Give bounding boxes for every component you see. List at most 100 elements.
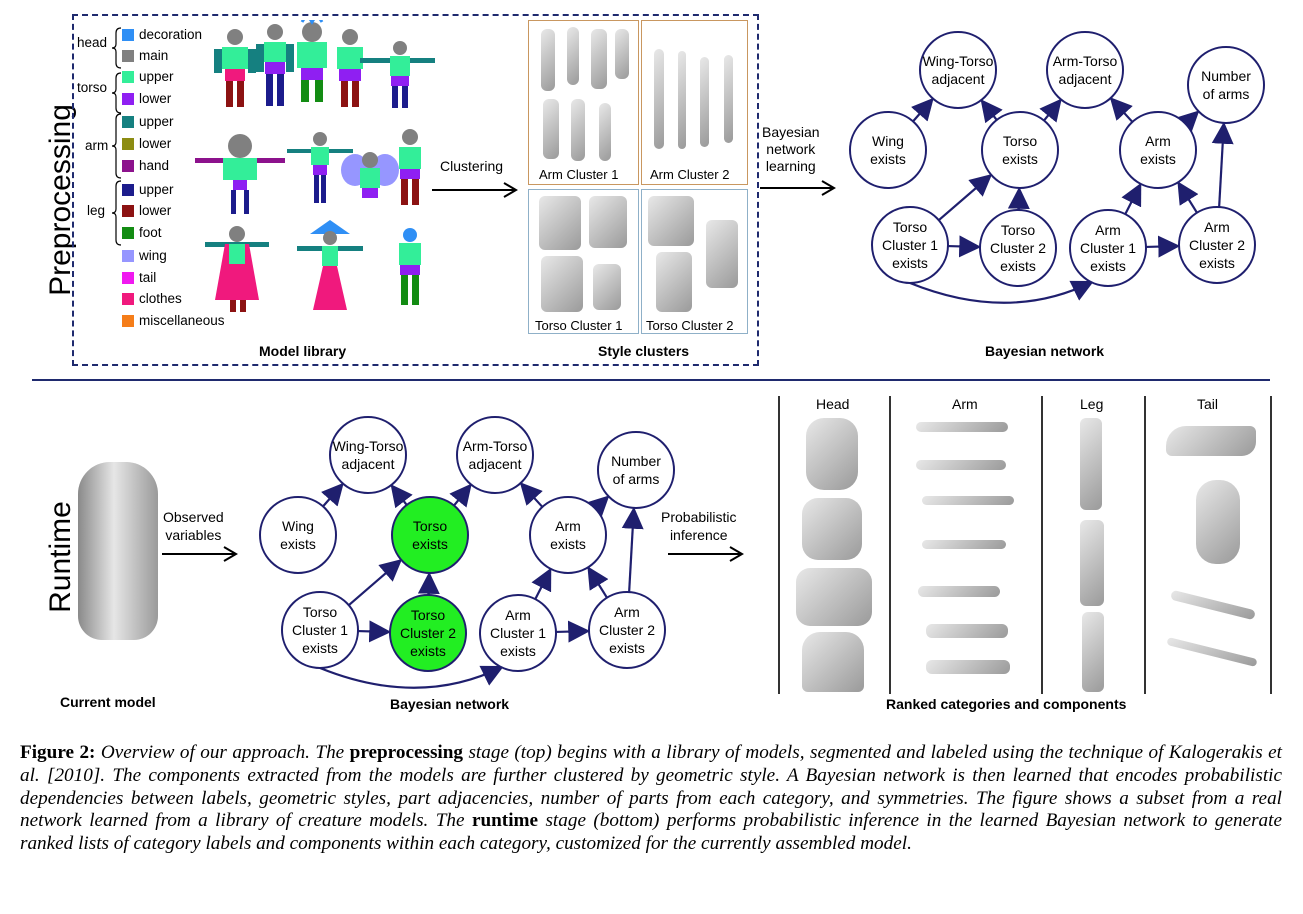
legend-swatch [122,292,134,305]
observed-variables-arrow [162,546,238,562]
tail-component [1166,426,1256,456]
network-node-label: exists [1199,255,1235,271]
network-node-label: Arm [555,518,581,534]
arm-shape [591,29,607,89]
arm-shape [571,99,585,161]
network-node-label: adjacent [342,456,395,472]
legend-label: lower [139,203,172,218]
legend-swatch [122,204,134,217]
network-node-label: Number [611,453,661,469]
caption-text-1: Overview of our approach. The [95,742,350,763]
network-edge [357,620,392,643]
network-node-arm_torso: Arm-Torso adjacent [1046,31,1124,109]
legend-group-head: head [77,35,108,50]
arm-component [926,624,1008,638]
tail-component [1170,589,1256,621]
network-edge [1145,235,1181,258]
network-node-label: Cluster 2 [990,240,1046,256]
legend-swatch [122,183,134,196]
network-node-label: exists [1000,258,1036,274]
network-node-label: Wing-Torso [333,438,404,454]
network-node-torso: Torso exists [981,111,1059,189]
observed-variables-label: Observed variables [163,508,224,544]
current-model-shape [78,462,158,640]
network-node-label: exists [1090,258,1126,274]
arm-component [918,586,1000,597]
bayesian-network-bottom: Wing-Torso adjacent Arm-Torso adjacent Numbe… [259,416,675,689]
network-edge [1121,182,1142,215]
network-edge [1039,98,1062,123]
arm-shape [700,57,709,147]
model-library-figures [195,20,435,312]
network-node-label: adjacent [932,71,985,87]
runtime-label: Runtime [43,501,77,613]
network-node-label: Torso [411,607,445,623]
network-node-label: Wing-Torso [923,53,994,69]
head-component [802,632,864,692]
network-node-ac1: Arm Cluster 1 exists [1069,209,1147,287]
network-edge [585,495,610,519]
network-node-label: Cluster 1 [490,625,546,641]
network-node-label: exists [870,151,906,167]
network-node-wing: Wing exists [849,111,927,189]
legend-item: foot [122,225,162,240]
legend-swatch [122,115,134,128]
arm-shape [678,51,686,149]
bayesian-network-bottom-caption: Bayesian network [390,696,510,712]
network-node-ac1: Arm Cluster 1 exists [479,594,557,672]
leg-component [1082,612,1104,692]
legend-swatch [122,271,134,284]
creature-row-2 [195,129,421,214]
arm-component [916,460,1006,470]
arm-component [922,540,1006,549]
network-node-torso: Torso exists [391,496,469,574]
column-tail: Tail [1197,396,1219,412]
network-node-tc2: Torso Cluster 2 exists [389,594,467,672]
network-node-label: exists [302,640,338,656]
network-node-label: exists [410,643,446,659]
legend-swatch [122,49,134,62]
network-edge [947,235,982,258]
network-edge [980,99,1003,124]
network-node-label: Cluster 2 [1189,237,1245,253]
arm-cluster-1-label: Arm Cluster 1 [539,167,619,182]
bn-learning-line-2: network [766,141,816,157]
legend-item: upper [122,182,174,197]
network-node-arm_torso: Arm-Torso adjacent [456,416,534,494]
network-node-label: exists [500,643,536,659]
network-edge [587,566,609,599]
network-node-label: Cluster 1 [882,237,938,253]
legend-swatch [122,314,134,327]
legend-label: wing [139,248,167,263]
torso-shape [593,264,621,310]
legend-brace [112,27,122,69]
network-node-label: exists [1002,151,1038,167]
network-node-label: adjacent [1059,71,1112,87]
legend-swatch [122,226,134,239]
tail-component [1196,480,1240,564]
network-node-label: Wing [872,133,904,149]
network-node-label: exists [1140,151,1176,167]
network-node-label: of arms [613,471,660,487]
column-head: Head [816,396,850,412]
network-edge [321,482,344,508]
bayesian-network-top-caption: Bayesian network [985,343,1105,359]
legend-label: tail [139,270,157,285]
network-edge [449,483,472,508]
legend-item: decoration [122,27,202,42]
legend-label: decoration [139,27,203,42]
network-node-label: Arm [1204,219,1230,235]
network-node-label: Cluster 1 [292,622,348,638]
style-clusters-caption: Style clusters [598,343,690,359]
legend-label: clothes [139,291,182,306]
legend-label: miscellaneous [139,313,225,328]
head-component [802,498,862,560]
legend-brace [112,180,122,246]
arm-shape [724,55,733,143]
arm-shape [541,29,555,91]
legend-item: upper [122,69,174,84]
legend-label: lower [139,91,172,106]
figure-caption: Figure 2: Overview of our approach. The … [20,742,1282,856]
network-edge [938,174,993,221]
network-node-num_arms: Number of arms [597,431,675,509]
